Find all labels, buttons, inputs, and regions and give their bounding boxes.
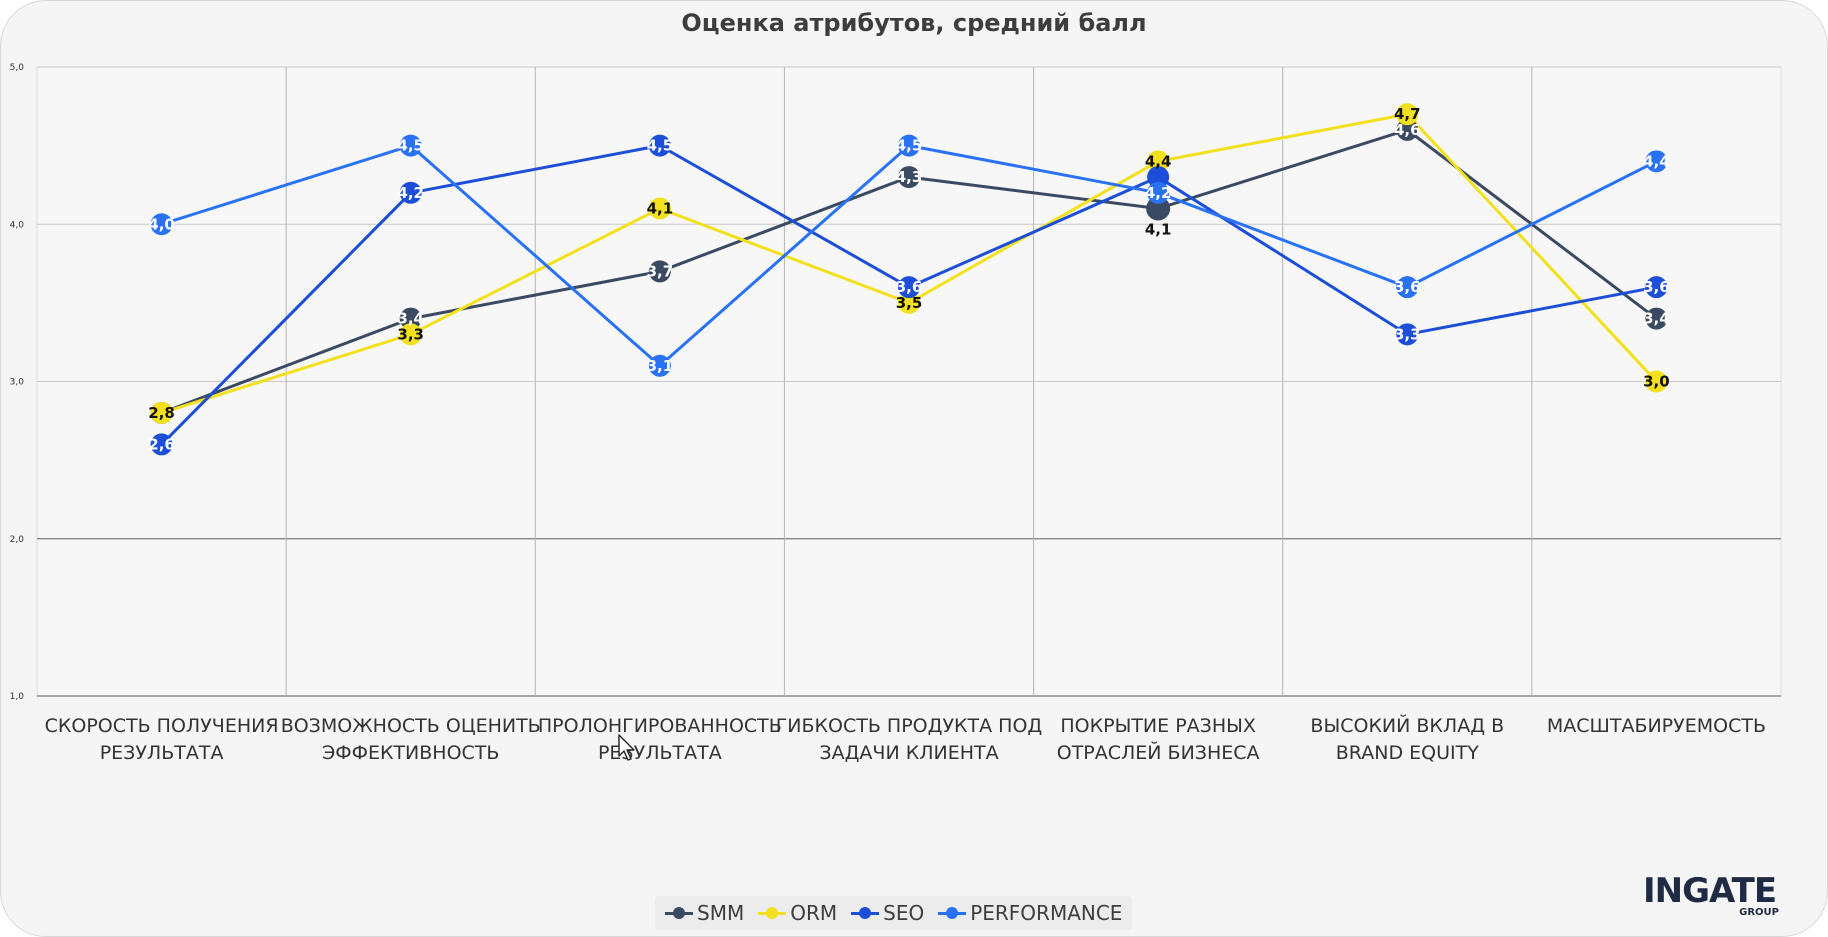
legend-label: SMM [697,901,745,925]
data-point-orm [1147,150,1170,173]
y-tick-label: 1,0 [10,692,25,702]
data-label-orm: 4,1 [647,200,674,218]
data-point-seo [898,276,920,299]
data-point-performance [1645,150,1668,173]
data-label-performance: 4,4 [1643,152,1670,170]
y-tick-label: 4,0 [10,220,25,230]
data-label-seo: 3,6 [1643,278,1670,296]
x-category-label: ВЫСОКИЙ ВКЛАД В BRAND EQUITY [1310,714,1504,764]
data-point-smm [648,260,671,283]
data-point-seo [150,433,173,456]
data-label-smm: 4,1 [1145,221,1172,239]
data-point-seo [399,181,422,204]
data-label-smm: 3,4 [1643,310,1670,328]
x-category-label: ПОКРЫТИЕ РАЗНЫХ ОТРАСЛЕЙ БИЗНЕСА [1057,715,1260,764]
x-category-label: ПРОЛОНГИРОВАННОСТЬ РЕЗУЛЬТАТА [538,715,782,764]
data-label-smm: 3,4 [397,310,424,328]
x-category-label: ВОЗМОЖНОСТЬ ОЦЕНИТЬ ЭФФЕКТИВНОСТЬ [281,715,541,764]
data-point-seo [648,134,671,157]
data-label-orm: 3,0 [1643,373,1670,391]
data-point-seo [1147,166,1170,189]
data-label-orm: 3,5 [896,294,923,312]
data-point-smm [1146,196,1171,221]
data-label-smm: 4,3 [896,168,923,186]
data-label-orm: 2,8 [148,404,175,422]
data-label-performance: 4,5 [896,137,923,155]
data-point-orm [1645,370,1668,393]
legend-item-performance: PERFORMANCE [938,901,1122,925]
data-label-seo: 3,6 [896,278,923,296]
mouse-cursor-icon [618,734,635,761]
y-tick-label: 5,0 [10,63,25,73]
data-point-smm [1645,307,1668,330]
data-point-performance [150,213,173,236]
data-label-performance: 4,2 [1145,184,1172,202]
legend-item-orm: ORM [758,901,837,925]
legend-item-seo: SEO [851,901,924,925]
ingate-logo: INGATE GROUP [1643,871,1789,921]
data-label-performance: 3,6 [1394,278,1421,296]
data-point-smm [898,166,920,189]
data-point-seo [1396,323,1419,346]
data-label-seo: 3,3 [1394,325,1421,343]
data-label-orm: 4,7 [1394,105,1421,123]
data-point-orm [150,401,173,424]
data-label-performance: 4,5 [397,137,424,155]
data-point-performance [648,354,671,377]
data-point-performance [1147,181,1170,204]
data-point-seo [1645,276,1668,299]
data-label-performance: 4,0 [148,215,175,233]
data-point-orm [399,323,422,346]
legend-marker-icon [758,907,787,919]
data-label-smm: 3,7 [647,262,674,280]
legend-marker-icon [665,907,693,919]
data-label-orm: 3,3 [397,325,424,343]
logo-subtext: GROUP [1739,907,1779,918]
data-label-smm: 4,6 [1394,121,1421,139]
x-category-label: СКОРОСТЬ ПОЛУЧЕНИЯ РЕЗУЛЬТАТА [45,715,279,764]
legend-marker-icon [851,907,880,919]
data-label-performance: 3,1 [647,357,674,375]
chart-legend: SMM ORM SEO PERFORMANCE [655,896,1133,930]
data-label-seo: 4,2 [397,184,424,202]
data-label-seo: 4,5 [647,137,674,155]
legend-label: SEO [883,901,925,925]
legend-marker-icon [938,907,967,919]
legend-label: ORM [790,901,838,925]
y-tick-label: 3,0 [10,378,25,388]
data-point-smm [399,307,422,330]
chart-title: Оценка атрибутов, средний балл [681,9,1147,37]
data-label-seo: 2,6 [148,435,175,453]
x-category-label: ГИБКОСТЬ ПРОДУКТА ПОД ЗАДАЧИ КЛИЕНТА [776,715,1043,764]
data-point-performance [898,134,920,157]
logo-text: INGATE [1643,871,1777,911]
data-point-orm [1396,103,1419,126]
data-point-orm [898,291,920,314]
data-label-orm: 4,4 [1145,152,1172,170]
data-point-performance [1396,276,1419,299]
data-point-orm [648,197,671,220]
legend-label: PERFORMANCE [970,901,1123,925]
data-point-performance [399,134,422,157]
legend-item-smm: SMM [665,901,744,925]
data-point-smm [1396,118,1419,141]
y-tick-label: 2,0 [10,535,25,545]
x-category-label: МАСШТАБИРУЕМОСТЬ [1547,715,1766,737]
